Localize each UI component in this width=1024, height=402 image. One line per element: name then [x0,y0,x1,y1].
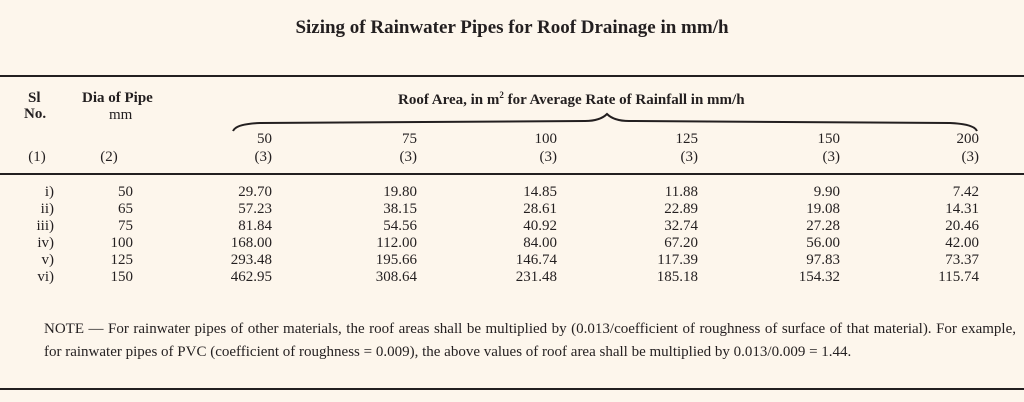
row-value: 195.66 [375,252,417,268]
rainfall-rate-header: 125 [675,131,699,147]
row-value: 154.32 [798,269,840,285]
row-value: 97.83 [806,252,840,268]
row-dia: 150 [110,269,134,285]
row-value: 20.46 [945,218,979,234]
row-value: 81.84 [238,218,272,234]
row-value: 54.56 [383,218,417,234]
row-value: 293.48 [230,252,272,268]
row-value: 28.61 [523,201,557,217]
column-number: (3) [399,149,418,165]
row-dia: 125 [110,252,134,268]
row-value: 115.74 [938,269,979,285]
bottom-rule [0,388,1024,390]
row-value: 117.39 [657,252,698,268]
row-dia: 75 [118,218,133,234]
row-dia: 50 [118,184,133,200]
column-number: (3) [254,149,273,165]
row-value: 7.42 [952,184,979,200]
row-sl: iii) [36,218,55,234]
rainfall-rate-header: 100 [534,131,558,147]
header-sl: Sl [28,90,41,106]
rainfall-rate-header: 75 [402,131,417,147]
roof-area-superscript: 2 [499,90,504,100]
column-number: (2) [100,149,118,165]
row-value: 22.89 [664,201,698,217]
row-value: 308.64 [375,269,417,285]
row-value: 19.08 [806,201,840,217]
header-roof-area: Roof Area, in m2 for Average Rate of Rai… [398,90,745,109]
table-title: Sizing of Rainwater Pipes for Roof Drain… [295,17,729,38]
row-value: 29.70 [238,184,272,200]
rainfall-rate-header: 150 [817,131,841,147]
top-rule [0,75,1024,77]
row-value: 42.00 [945,235,979,251]
row-sl: ii) [40,201,54,217]
row-value: 112.00 [376,235,417,251]
column-number: (3) [539,149,558,165]
row-value: 146.74 [515,252,557,268]
column-number: (1) [28,149,46,165]
row-value: 84.00 [523,235,557,251]
header-no: No. [24,106,47,122]
column-number: (3) [680,149,699,165]
row-value: 73.37 [945,252,979,268]
column-number: (3) [961,149,980,165]
row-dia: 100 [110,235,134,251]
row-value: 40.92 [523,218,557,234]
row-value: 14.85 [523,184,557,200]
row-value: 57.23 [238,201,272,217]
row-value: 56.00 [806,235,840,251]
header-dia: Dia of Pipe [82,90,153,106]
row-value: 11.88 [664,184,698,200]
rainfall-rate-header: 200 [956,131,980,147]
row-sl: v) [41,252,55,268]
row-value: 231.48 [515,269,557,285]
row-dia: 65 [118,201,133,217]
row-value: 67.20 [664,235,698,251]
rainfall-rate-header: 50 [257,131,272,147]
table-note: NOTE — For rainwater pipes of other mate… [44,321,1016,360]
header-dia-unit: mm [109,107,133,123]
row-sl: i) [44,184,54,200]
row-value: 27.28 [806,218,840,234]
row-sl: vi) [37,269,54,285]
roof-area-label-rest: for Average Rate of Rainfall in mm/h [503,92,745,108]
roof-area-label: Roof Area, in m [398,92,500,108]
row-value: 185.18 [656,269,698,285]
row-value: 38.15 [383,201,417,217]
row-value: 32.74 [664,218,698,234]
row-value: 19.80 [383,184,417,200]
row-value: 14.31 [945,201,979,217]
header-rule [0,173,1024,175]
row-value: 9.90 [813,184,840,200]
column-number: (3) [822,149,841,165]
row-sl: iv) [37,235,54,251]
row-value: 168.00 [230,235,272,251]
row-value: 462.95 [230,269,272,285]
